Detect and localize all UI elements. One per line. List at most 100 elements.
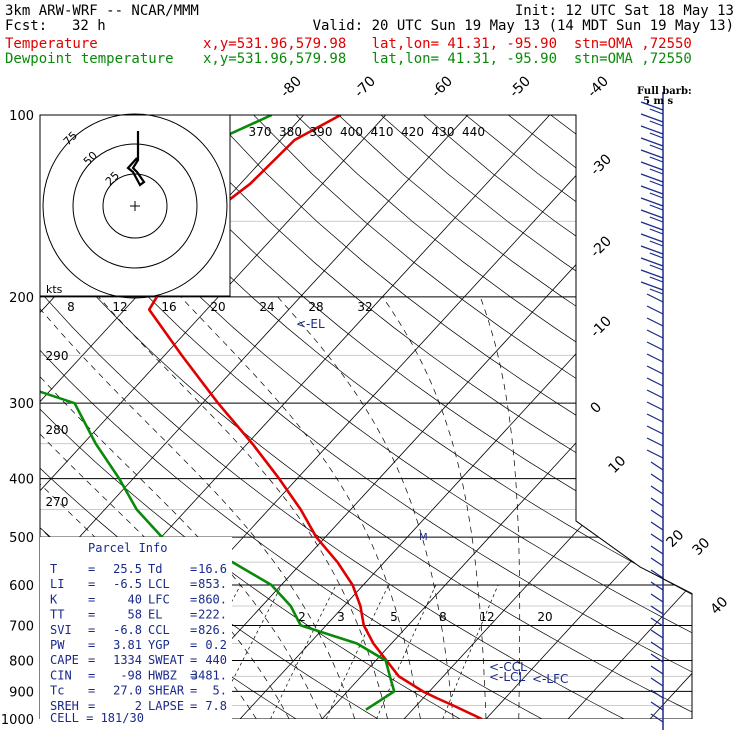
model-title: 3km ARW-WRF -- NCAR/MMM <box>5 3 199 19</box>
parcel-param-value: 16.6 <box>198 562 227 576</box>
wind-barb <box>650 665 664 675</box>
parcel-param-value: 826. <box>198 623 227 637</box>
mixing-ratio-label: 8 <box>67 300 75 314</box>
parcel-param-value: 2 <box>135 699 142 713</box>
dry-adiabat-line <box>40 115 692 719</box>
pressure-label: 500 <box>9 531 34 546</box>
parcel-equals: = <box>190 577 197 591</box>
wind-barb <box>649 144 664 151</box>
parcel-equals: = <box>190 684 197 698</box>
wind-barb <box>649 240 664 247</box>
parcel-param-value: 25.5 <box>113 562 142 576</box>
parcel-equals: = <box>88 608 95 622</box>
wind-barb <box>649 168 664 175</box>
pressure-label: 300 <box>9 397 34 412</box>
parcel-param-value: 1334 <box>113 653 142 667</box>
wind-barb <box>650 629 664 639</box>
wind-barb <box>649 156 664 163</box>
parcel-param-value: -6.8 <box>113 623 142 637</box>
isotherm-label: 20 <box>664 527 688 551</box>
wind-barb <box>649 132 664 139</box>
parcel-param-name: T <box>50 562 57 576</box>
dewpoint-legend-info: x,y=531.96,579.98 lat,lon= 41.31, -95.90… <box>203 51 692 67</box>
wind-barb <box>650 461 664 471</box>
wind-barb <box>649 120 664 127</box>
pressure-label: 600 <box>9 579 34 594</box>
wind-barb <box>640 149 664 159</box>
parcel-info-box: Parcel Info T = 25.5 Td = 16.6LI = -6.5 LCL = 853.… <box>40 537 232 727</box>
wind-barb-legend: Full barb: <box>637 86 692 97</box>
parcel-equals: = <box>88 577 95 591</box>
wind-barb <box>646 293 664 303</box>
isotherm-label: -60 <box>429 73 456 100</box>
isotherm-line <box>485 115 692 719</box>
mixing-ratio-line <box>325 584 389 719</box>
forecast-label: Fcst: <box>5 18 48 34</box>
wind-barb <box>646 305 664 315</box>
wind-barb <box>646 425 664 435</box>
pressure-label: 400 <box>9 473 34 488</box>
wind-barb <box>650 605 664 615</box>
parcel-equals: = <box>88 638 95 652</box>
parcel-param-value: -98 <box>120 668 142 682</box>
wind-barb <box>650 473 664 483</box>
isotherm-label: 0 <box>588 399 606 417</box>
parcel-param-value: 5. <box>213 684 227 698</box>
mixing-ratio-label: 5 <box>390 610 398 624</box>
parcel-param-name: CIN <box>50 668 72 682</box>
mixing-ratio-line <box>270 584 337 719</box>
wind-barb <box>640 245 664 255</box>
parcel-param-name: HWBZ <box>148 668 177 682</box>
mixing-ratio-label: 2 <box>298 610 306 624</box>
parcel-equals: = <box>88 592 95 606</box>
parcel-equals: = <box>190 608 197 622</box>
mixing-ratio-line <box>376 584 437 719</box>
forecast-hours: 32 h <box>72 18 106 34</box>
isotherm-label: -40 <box>585 73 612 100</box>
dry-adiabat-line <box>253 115 692 719</box>
level-marker: <-LFC <box>532 672 568 686</box>
dry-adiabat-line <box>380 115 692 719</box>
theta-label: 430 <box>432 125 455 139</box>
mixing-ratio-label: 24 <box>259 300 274 314</box>
parcel-param-value: 27.0 <box>113 684 142 698</box>
pressure-label: 100 <box>9 109 34 124</box>
wind-barb <box>649 216 664 223</box>
isotherm-label: -10 <box>588 313 615 340</box>
parcel-equals: = <box>190 653 197 667</box>
parcel-param-value: 860. <box>198 592 227 606</box>
wind-barb <box>646 449 664 459</box>
wind-barb <box>650 533 664 543</box>
sounding-marker: M <box>419 532 428 543</box>
wind-barb <box>646 389 664 399</box>
dry-adiabat-line <box>423 115 692 719</box>
parcel-cell: CELL = 181/30 <box>50 711 144 725</box>
wind-barb <box>640 161 664 171</box>
isotherm-line <box>403 115 692 719</box>
wind-barb <box>650 569 664 579</box>
wind-barb <box>640 113 664 123</box>
wind-barb <box>650 545 664 555</box>
parcel-param-name: CCL <box>148 623 170 637</box>
wind-barb <box>646 401 664 411</box>
mixing-ratio-label: 12 <box>112 300 127 314</box>
plot-frame <box>40 114 693 719</box>
parcel-param-name: LI <box>50 577 64 591</box>
level-marker: <-CCL <box>489 660 527 674</box>
wind-barb <box>650 617 664 627</box>
parcel-param-value: 222. <box>198 608 227 622</box>
parcel-param-value: 40 <box>128 592 142 606</box>
parcel-param-name: SHEAR <box>148 684 185 698</box>
dry-adiabat-line <box>83 115 692 719</box>
dry-adiabat-line <box>592 115 692 719</box>
wind-barb <box>649 108 664 115</box>
theta-label: 290 <box>46 349 69 363</box>
wind-barb <box>646 317 664 327</box>
wind-barb <box>640 209 664 219</box>
wind-barb <box>649 228 664 235</box>
isotherm-label: -20 <box>588 233 615 260</box>
mixing-ratio-label: 16 <box>161 300 176 314</box>
dry-adiabat-line <box>40 115 543 719</box>
mixing-ratio-label: 8 <box>439 610 447 624</box>
